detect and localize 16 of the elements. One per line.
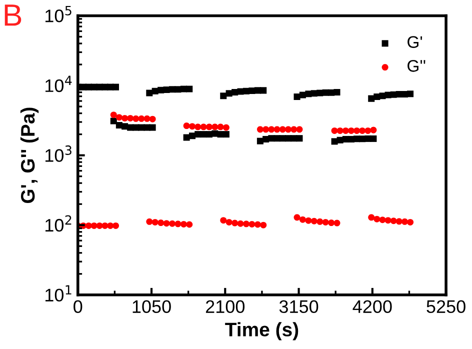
x-tick-label: 5250: [426, 300, 466, 314]
x-tick-label: 4200: [352, 300, 392, 314]
y-tick-label: 10$^{2}$: [46, 215, 72, 232]
y-tick-label: 10$^{3}$: [46, 145, 72, 162]
x-axis-title: Time (s): [225, 322, 298, 340]
legend-label: G'': [408, 60, 426, 72]
text: B: [4, 4, 22, 26]
x-tick-label: 3150: [279, 300, 318, 314]
x-tick-label: 2100: [206, 300, 245, 314]
y-axis-title: G', G'' (Pa): [20, 108, 39, 204]
y-tick-label: 10$^{5}$: [46, 6, 72, 22]
y-tick-label: 10$^{1}$: [46, 285, 72, 302]
x-tick-label: 1050: [132, 300, 171, 314]
x-tick-label: 0: [74, 300, 82, 314]
y-tick-label: 10$^{4}$: [46, 76, 72, 92]
legend-label: G': [408, 36, 422, 48]
